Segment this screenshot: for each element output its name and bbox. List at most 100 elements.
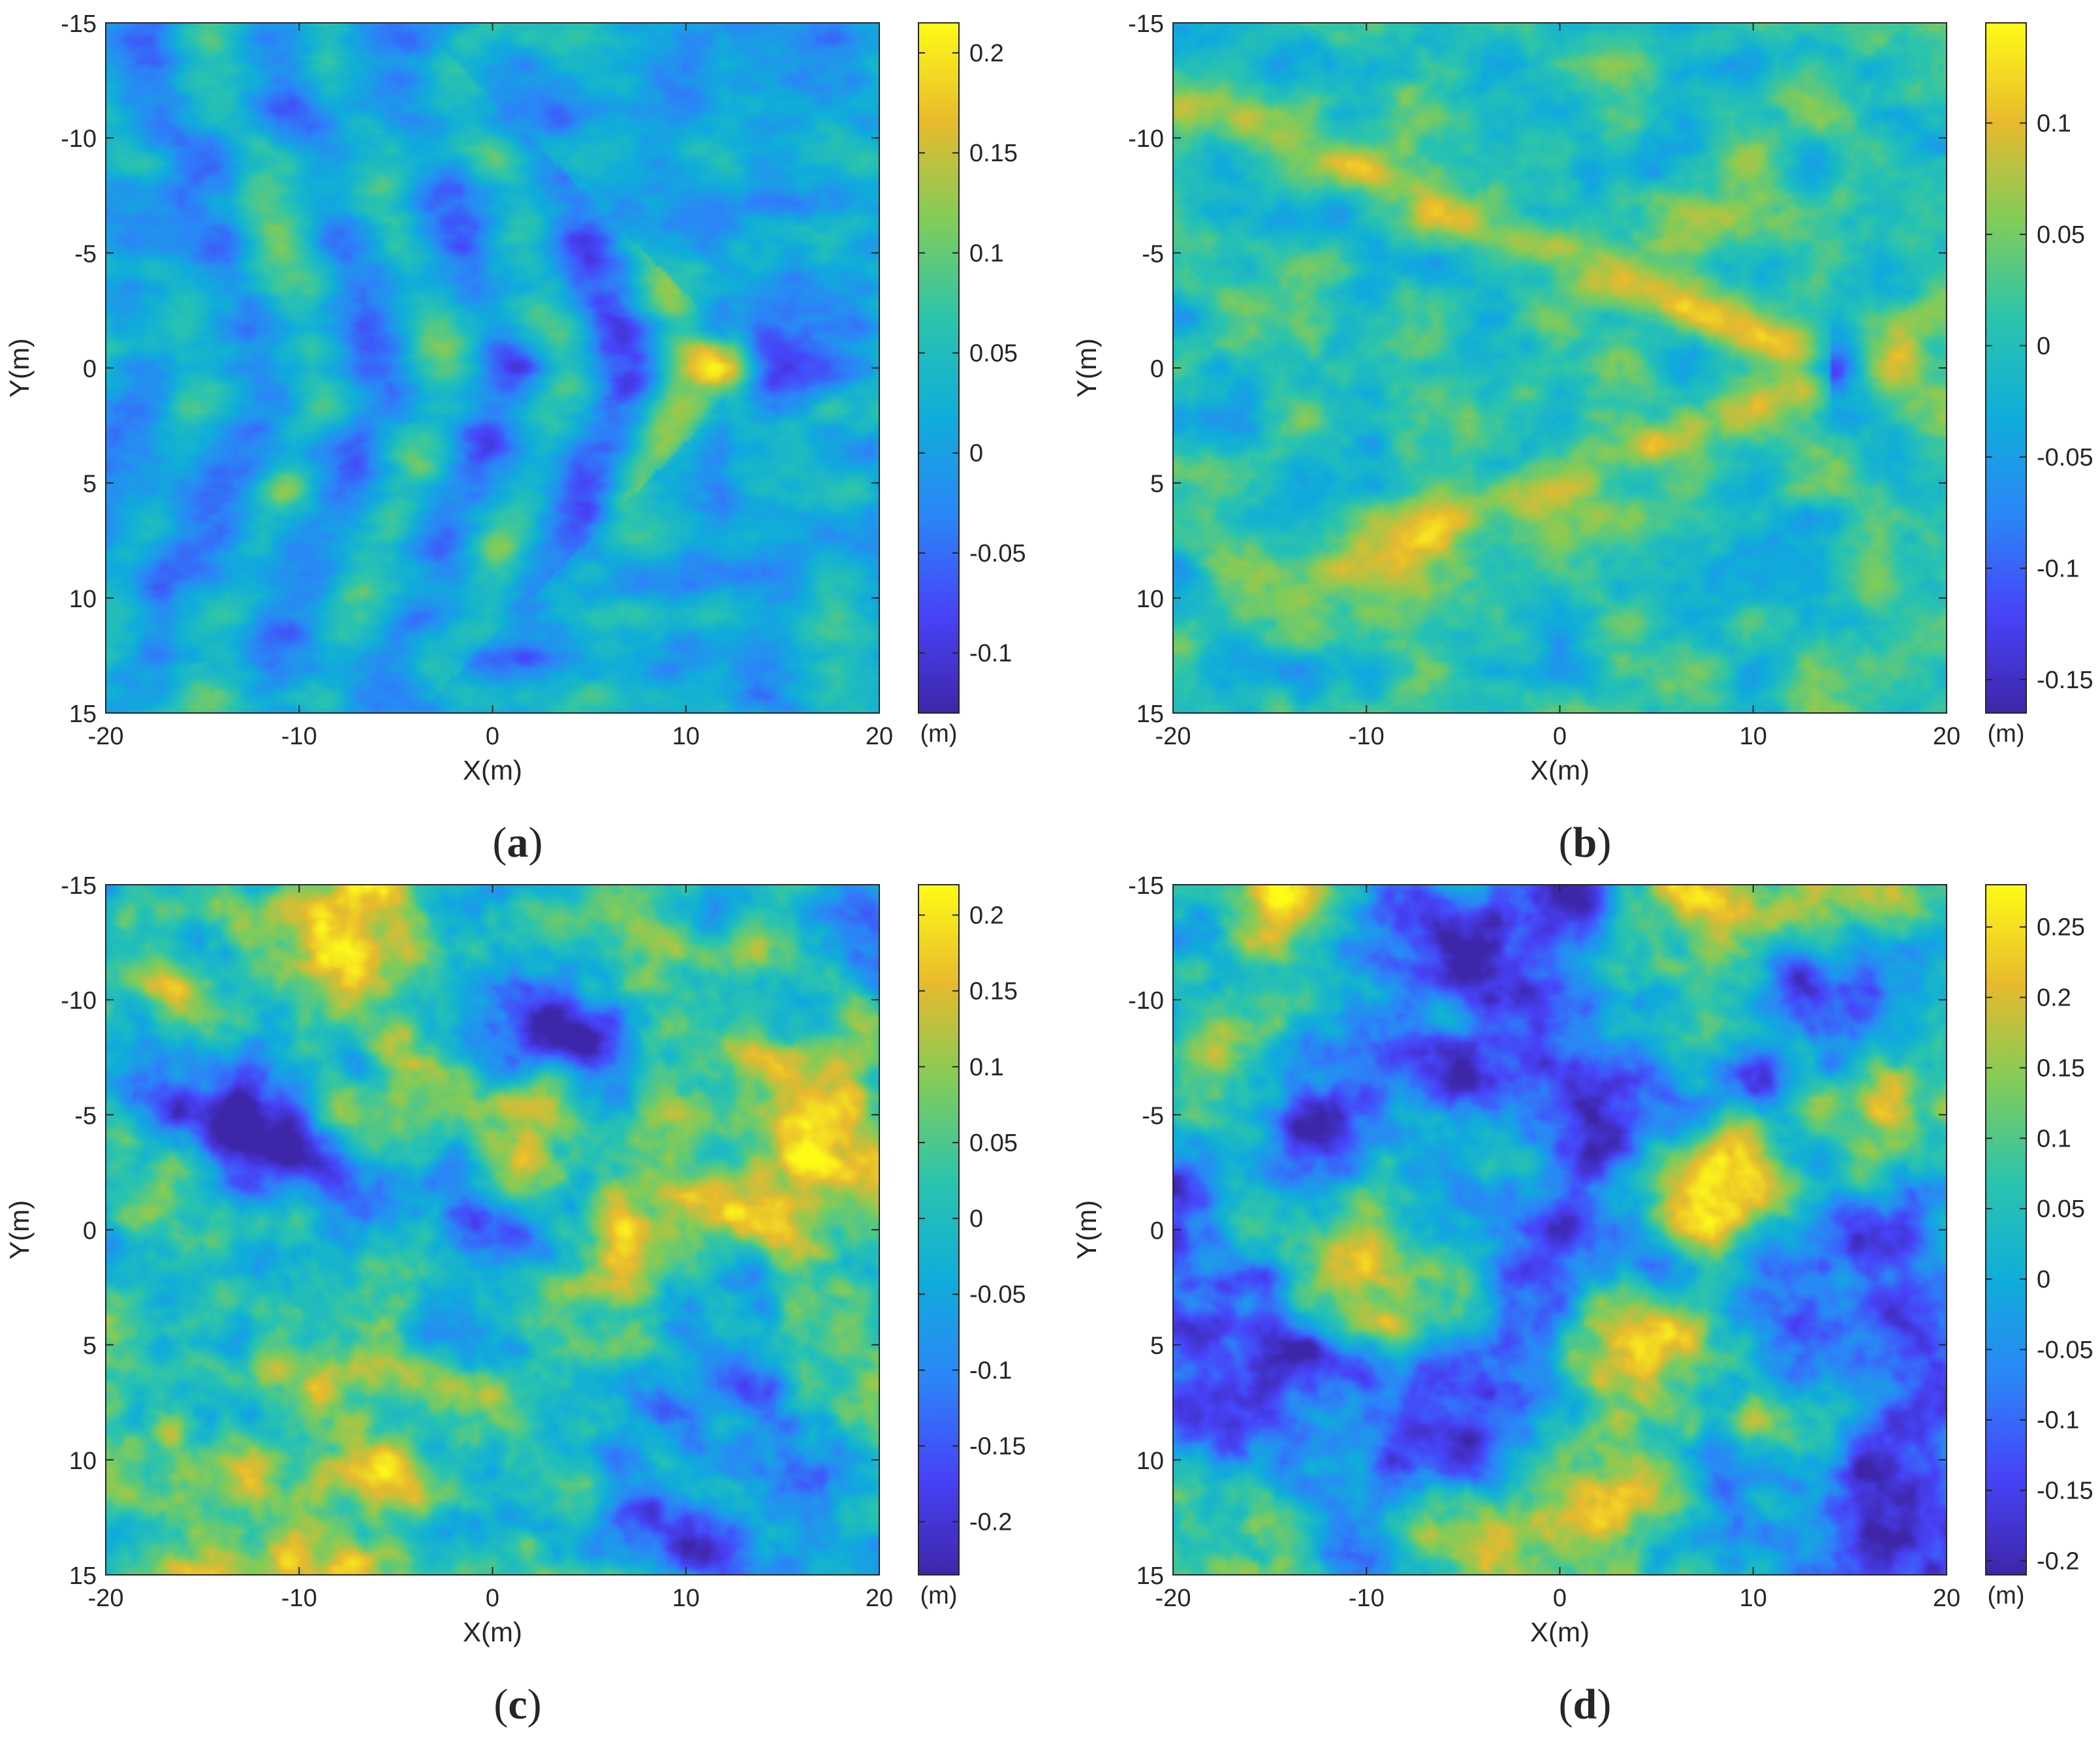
colorbar-tick-label: -0.1 [969, 640, 1012, 667]
y-tick-label: -10 [61, 987, 97, 1015]
chart-panel-b: -20 -10 0 10 20 -15 -10 -5 0 5 10 15 X(m) Y(m) 0.1 0.05… [1071, 10, 2093, 866]
y-tick-label: -15 [61, 872, 97, 900]
x-tick-label: -20 [1155, 723, 1191, 750]
y-tick-label: 0 [1150, 356, 1164, 383]
chart-panel-d: -20 -10 0 10 20 -15 -10 -5 0 5 10 15 X(m) Y(m) 0.25 0.2… [1071, 872, 2093, 1728]
colorbar-tick-label: 0.2 [2037, 985, 2071, 1012]
colorbar-tick-label: -0.15 [2037, 1478, 2093, 1505]
heatmap-image [106, 885, 879, 1575]
panel-caption: (a) [493, 819, 543, 866]
colorbar-tick-label: 0.25 [2037, 914, 2085, 942]
y-tick-label: 15 [1136, 701, 1164, 728]
y-tick-label: -5 [74, 240, 97, 268]
x-tick-label: -10 [1349, 723, 1385, 750]
heatmap-image [1173, 885, 1947, 1575]
y-tick-label: 15 [1136, 1562, 1164, 1590]
y-tick-label: -15 [1128, 10, 1164, 38]
y-tick-label: -15 [61, 10, 97, 38]
colorbar-tick-label: 0.05 [969, 340, 1018, 368]
colorbar-tick-label: 0.15 [969, 978, 1018, 1006]
x-tick-label: -20 [1155, 1585, 1191, 1612]
colorbar-tick-label: 0.1 [2037, 110, 2071, 137]
heatmap-image [1173, 23, 1947, 713]
colorbar-tick-label: 0.15 [969, 140, 1018, 167]
y-tick-label: -5 [74, 1102, 97, 1130]
y-tick-label: 10 [1136, 586, 1164, 613]
y-tick-label: 10 [1136, 1448, 1164, 1475]
panel-caption-letter: b [1573, 819, 1597, 866]
panel-caption-letter: c [508, 1681, 527, 1728]
x-tick-label: 10 [672, 723, 700, 750]
panel-caption: (c) [494, 1681, 541, 1728]
x-tick-label: 20 [866, 723, 893, 750]
y-tick-label: -10 [1128, 987, 1164, 1015]
colorbar-tick-label: 0 [969, 1205, 983, 1233]
panel-caption-letter: a [507, 819, 529, 866]
y-tick-label: 10 [69, 1448, 97, 1475]
colorbar-tick-label: 0 [969, 440, 983, 467]
colorbar-tick-label: -0.15 [2037, 667, 2093, 694]
x-tick-label: 20 [1933, 723, 1960, 750]
colorbar-tick-label: -0.1 [2037, 555, 2079, 582]
y-tick-label: 15 [69, 1562, 97, 1590]
panel-caption: (b) [1559, 819, 1612, 866]
x-axis-label: X(m) [1530, 1617, 1590, 1647]
x-tick-label: 20 [866, 1585, 893, 1612]
y-tick-label: 0 [1150, 1218, 1164, 1245]
y-tick-label: 10 [69, 586, 97, 613]
y-axis-label: Y(m) [1071, 1200, 1102, 1259]
colorbar-unit-label: (m) [920, 720, 958, 748]
x-tick-label: 0 [486, 1585, 499, 1612]
y-tick-label: 0 [83, 1218, 97, 1245]
colorbar-tick-label: 0.2 [969, 40, 1004, 67]
y-axis-label: Y(m) [4, 1200, 35, 1259]
colorbar-tick-label: 0 [2037, 332, 2050, 360]
x-axis-label: X(m) [463, 755, 522, 785]
x-tick-label: 10 [672, 1585, 700, 1612]
colorbar-tick-label: 0.1 [969, 1054, 1004, 1081]
y-tick-label: 5 [83, 1333, 97, 1360]
colorbar-tick-label: 0.15 [2037, 1054, 2085, 1082]
y-tick-label: -5 [1142, 240, 1164, 268]
colorbar-tick-label: 0.1 [969, 240, 1004, 267]
colorbar-tick-label: -0.2 [2037, 1547, 2079, 1575]
panel-caption: (d) [1559, 1681, 1612, 1728]
colorbar-unit-label: (m) [920, 1582, 958, 1609]
x-tick-label: 0 [486, 723, 499, 750]
colorbar-tick-label: -0.1 [969, 1357, 1012, 1384]
y-tick-label: -10 [61, 125, 97, 153]
colorbar-tick-label: 0.05 [969, 1130, 1018, 1157]
colorbar-tick-label: -0.05 [969, 540, 1026, 567]
x-tick-label: 0 [1553, 723, 1567, 750]
x-tick-label: -10 [281, 1585, 317, 1612]
x-tick-label: 10 [1740, 1585, 1767, 1612]
colorbar-tick-label: 0.05 [2037, 221, 2085, 249]
colorbar [1985, 884, 2027, 1576]
colorbar-tick-label: -0.05 [2037, 444, 2093, 471]
colorbar-tick-label: 0 [2037, 1266, 2050, 1293]
y-tick-label: -5 [1142, 1102, 1164, 1130]
colorbar-tick-label: -0.05 [969, 1281, 1026, 1308]
x-tick-label: -10 [1349, 1585, 1385, 1612]
x-tick-label: -10 [281, 723, 317, 750]
panel-caption-letter: d [1573, 1681, 1597, 1728]
x-axis-label: X(m) [463, 1617, 522, 1647]
colorbar-tick-label: -0.05 [2037, 1337, 2093, 1364]
colorbar-tick-label: -0.15 [969, 1433, 1026, 1461]
colorbar-tick-label: 0.2 [969, 902, 1004, 929]
colorbar [1985, 22, 2027, 714]
chart-panel-c: -20 -10 0 10 20 -15 -10 -5 0 5 10 15 X(m) Y(m) 0.2 0.15… [4, 872, 1026, 1728]
x-tick-label: 10 [1740, 723, 1767, 750]
colorbar-tick-label: 0.05 [2037, 1196, 2085, 1223]
y-axis-label: Y(m) [1071, 338, 1102, 398]
colorbar [918, 22, 960, 714]
x-axis-label: X(m) [1530, 755, 1590, 785]
y-tick-label: 15 [69, 701, 97, 728]
y-tick-label: -15 [1128, 872, 1164, 900]
x-tick-label: -20 [88, 1585, 124, 1612]
colorbar-unit-label: (m) [1988, 1582, 2025, 1609]
x-tick-label: 0 [1553, 1585, 1567, 1612]
chart-panel-a: -20 -10 0 10 20 -15 -10 -5 0 5 10 15 X(m) Y(m) 0.2 0.15… [4, 10, 1026, 866]
y-tick-label: 0 [83, 356, 97, 383]
